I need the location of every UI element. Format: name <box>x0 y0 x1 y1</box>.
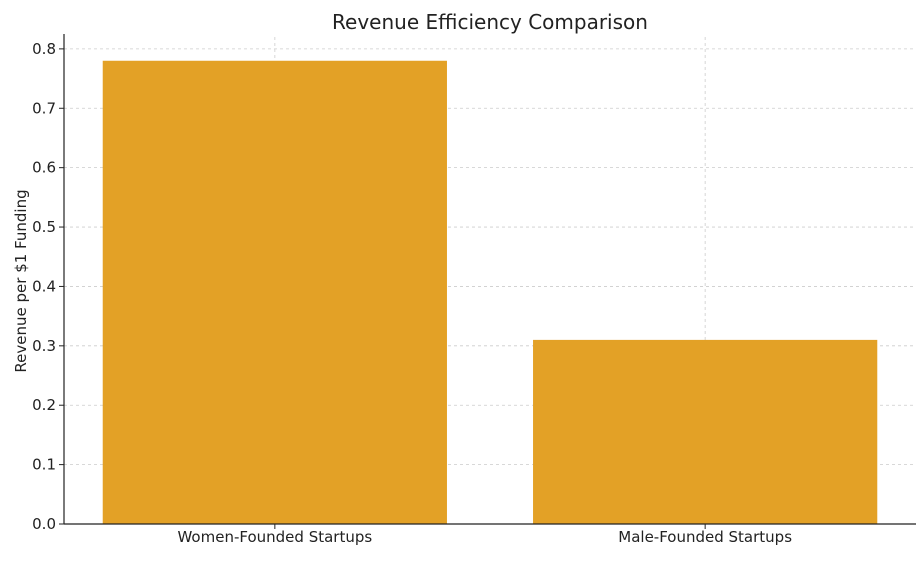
bar <box>102 60 447 524</box>
y-tick-label: 0.5 <box>32 218 56 236</box>
bars <box>102 60 878 524</box>
chart-title: Revenue Efficiency Comparison <box>332 10 648 34</box>
bar <box>533 339 878 524</box>
y-tick-label: 0.1 <box>32 456 56 474</box>
y-axis-label: Revenue per $1 Funding <box>12 189 30 372</box>
y-tick-label: 0.6 <box>32 159 56 177</box>
y-tick-label: 0.4 <box>32 277 56 295</box>
y-tick-label: 0.7 <box>32 99 56 117</box>
y-tick-label: 0.2 <box>32 396 56 414</box>
y-tick-label: 0.3 <box>32 337 56 355</box>
y-tick-label: 0.8 <box>32 40 56 58</box>
x-tick-label: Male-Founded Startups <box>618 528 792 546</box>
y-axis-ticks: 0.0 0.1 0.2 0.3 0.4 0.5 0.6 0.7 0.8 <box>32 40 64 533</box>
y-tick-label: 0.0 <box>32 515 56 533</box>
x-axis-ticks: Women-Founded Startups Male-Founded Start… <box>177 524 792 546</box>
x-tick-label: Women-Founded Startups <box>177 528 372 546</box>
